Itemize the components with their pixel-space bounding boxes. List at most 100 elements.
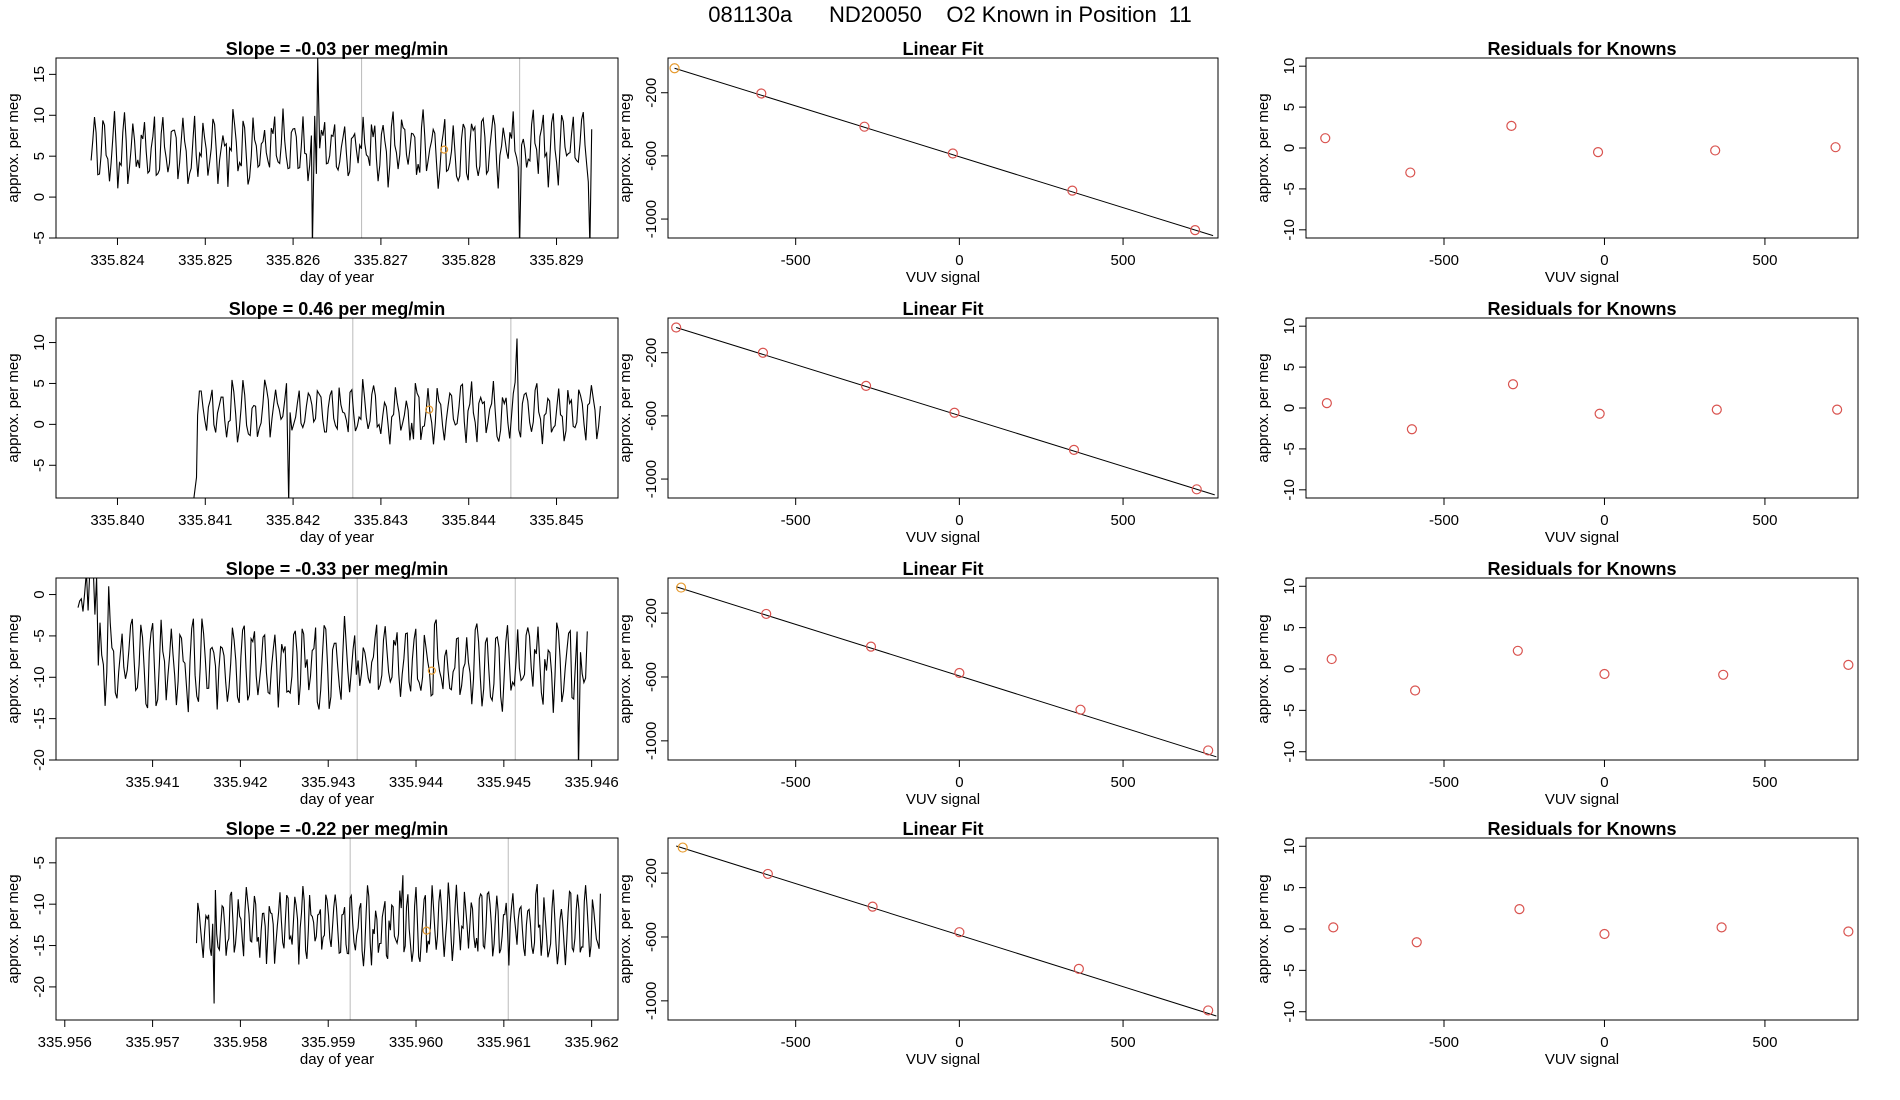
panel-r1c1-ytick-label-2: -200 [643,338,660,368]
panel-r3c1-ytick-label-1: -600 [643,922,660,952]
panel-r0c1: Linear Fit -500 0 500 -1000 -600 -200 VUV signa… [617,39,1219,286]
panel-r0c0-title: Slope = -0.03 per meg/min [226,39,449,59]
panel-r3c0-ylabel: approx. per meg [5,874,22,983]
panel-r1c1-point-1 [757,347,769,358]
panel-r3c1-xlabel: VUV signal [906,1051,980,1068]
panel-r0c0-xtick-label-3: 335.827 [354,252,408,269]
panel-r1c1-ytick-label-1: -600 [643,401,660,431]
panel-r0c0: Slope = -0.03 per meg/min 335.824 335.825 3… [5,39,619,286]
panel-r1c2-point-3 [1594,408,1605,419]
panel-r0c2-ytick-label-2: 0 [1281,144,1298,152]
panel-r3c1-point-2 [867,901,878,912]
panel-r3c0-frame [55,837,619,1021]
panel-r3c0-xtick-label-5: 335.961 [477,1034,531,1051]
panel-r0c2-point-3 [1592,146,1604,158]
panel-r2c1-ytick-label-0: -1000 [643,722,660,760]
panel-r3c0-xlabel: day of year [300,1051,374,1068]
panel-r3c2-point-4 [1716,922,1727,933]
panel-r2c2-point-5 [1843,659,1854,670]
panel-r2c0-xtick-label-5: 335.946 [565,774,619,791]
panel-r1c2-point-0 [1321,397,1332,409]
panel-r2c0-ytick-label-0: -20 [31,749,48,771]
panel-r3c1-fit-line [676,845,1217,1017]
panel-r3c2: Residuals for Knowns -500 0 500 -10 -5 0 5 10 VUV… [1255,819,1859,1068]
panel-r1c1-ylabel: approx. per meg [617,353,634,462]
panel-r0c1-point-4 [1067,185,1078,196]
panel-r3c0-xtick-label-6: 335.962 [565,1034,619,1051]
panel-r0c2-point-5 [1830,142,1841,153]
panel-r1c0-frame [55,317,619,499]
panel-r1c2-ytick-label-0: -10 [1281,479,1298,501]
panel-r1c0-xlabel: day of year [300,529,374,546]
panel-r0c0-series-line [90,58,593,238]
panel-r2c0-ytick-label-4: 0 [31,590,48,598]
panel-r2c2-ytick-label-3: 5 [1281,623,1298,631]
panel-r0c0-xlabel: day of year [300,269,374,286]
panel-r2c1-point-0 [675,582,687,593]
panel-r2c1-point-4 [1075,704,1086,715]
panel-r3c1-plot-area [676,842,1217,1017]
panel-r2c0-marker-point [427,666,436,675]
panel-r0c0-ytick-label-1: 0 [31,193,48,201]
panel-r2c2-point-0 [1326,653,1337,665]
panel-r3c2-ytick-label-1: -5 [1281,964,1298,977]
panel-r1c2-xtick-label-2: 500 [1752,512,1777,529]
panel-r0c1-point-1 [756,88,767,99]
panel-r0c1-ytick-label-0: -1000 [643,200,660,238]
panel-r3c1-xtick-label-0: -500 [781,1034,811,1051]
panel-r0c0-xtick-label-0: 335.824 [90,252,144,269]
panel-r0c0-ylabel: approx. per meg [5,93,22,202]
panel-r3c0-ytick-label-1: -15 [31,935,48,957]
panel-r3c0-xtick-label-3: 335.959 [301,1034,355,1051]
panel-r1c1-point-5 [1191,484,1202,495]
panel-r2c2: Residuals for Knowns -500 0 500 -10 -5 0 5 10 VUV… [1255,559,1859,808]
panel-r2c2-ytick-label-1: -5 [1281,704,1298,717]
panel-r0c1-xtick-label-1: 0 [955,252,963,269]
panel-r2c0-xtick-label-0: 335.941 [125,774,179,791]
panel-r3c0-xtick-label-2: 335.958 [213,1034,267,1051]
panel-r3c1-title: Linear Fit [902,819,983,839]
panel-r2c2-point-3 [1599,668,1610,680]
panel-r3c2-frame [1305,837,1859,1021]
panel-r1c2-xtick-label-1: 0 [1600,512,1608,529]
panel-r1c1-frame [667,317,1219,499]
panel-r1c1-point-3 [949,407,960,418]
panel-r1c0-series-line [56,338,601,498]
panel-r0c0-frame [55,57,619,239]
panel-r2c0-title: Slope = -0.33 per meg/min [226,559,449,579]
panel-r3c1-ytick-label-2: -200 [643,858,660,888]
panel-r2c2-xtick-label-2: 500 [1752,774,1777,791]
panel-r1c2-ytick-label-3: 5 [1281,363,1298,371]
panel-r3c2-xtick-label-2: 500 [1752,1034,1777,1051]
panel-r0c2-xtick-label-0: -500 [1429,252,1459,269]
panel-r2c1-xtick-label-2: 500 [1111,774,1136,791]
panel-r3c1-ylabel: approx. per meg [617,874,634,983]
panel-r3c2-point-2 [1514,904,1525,915]
panel-r2c2-xtick-label-1: 0 [1600,774,1608,791]
panel-r2c0-frame [55,577,619,761]
panel-r0c1-ytick-label-1: -600 [643,141,660,171]
panel-r0c1-fit-line [674,67,1214,237]
panel-r0c2-point-4 [1710,145,1721,156]
panel-r0c1-frame [667,57,1219,239]
panel-r1c2-plot-area [1321,379,1843,435]
panel-r0c2: Residuals for Knowns -500 0 500 -10 -5 0 5 10 VUV… [1255,39,1859,286]
panel-r0c2-ytick-label-0: -10 [1281,219,1298,241]
panel-r0c0-xtick-label-2: 335.826 [266,252,320,269]
panel-r2c0-xtick-label-2: 335.943 [301,774,355,791]
panel-r0c1-plot-area [669,63,1214,237]
panel-r3c0-plot-area [195,838,601,1020]
panel-r3c1-point-1 [762,868,773,880]
panel-r3c2-ytick-label-3: 5 [1281,883,1298,891]
panel-r0c1-point-5 [1189,225,1201,236]
panel-r1c1-plot-area [671,322,1215,496]
panel-r2c0-ytick-label-3: -5 [31,629,48,642]
panel-r0c0-ytick-label-2: 5 [31,152,48,160]
panel-r0c1-ytick-label-2: -200 [643,78,660,108]
panel-r3c0-xtick-label-1: 335.957 [125,1034,179,1051]
panel-r1c2-ytick-label-1: -5 [1281,442,1298,455]
panel-r0c2-title: Residuals for Knowns [1487,39,1676,59]
panel-r0c1-xlabel: VUV signal [906,269,980,286]
panel-r3c2-point-5 [1843,926,1854,937]
panel-r2c1-plot-area [675,582,1217,758]
